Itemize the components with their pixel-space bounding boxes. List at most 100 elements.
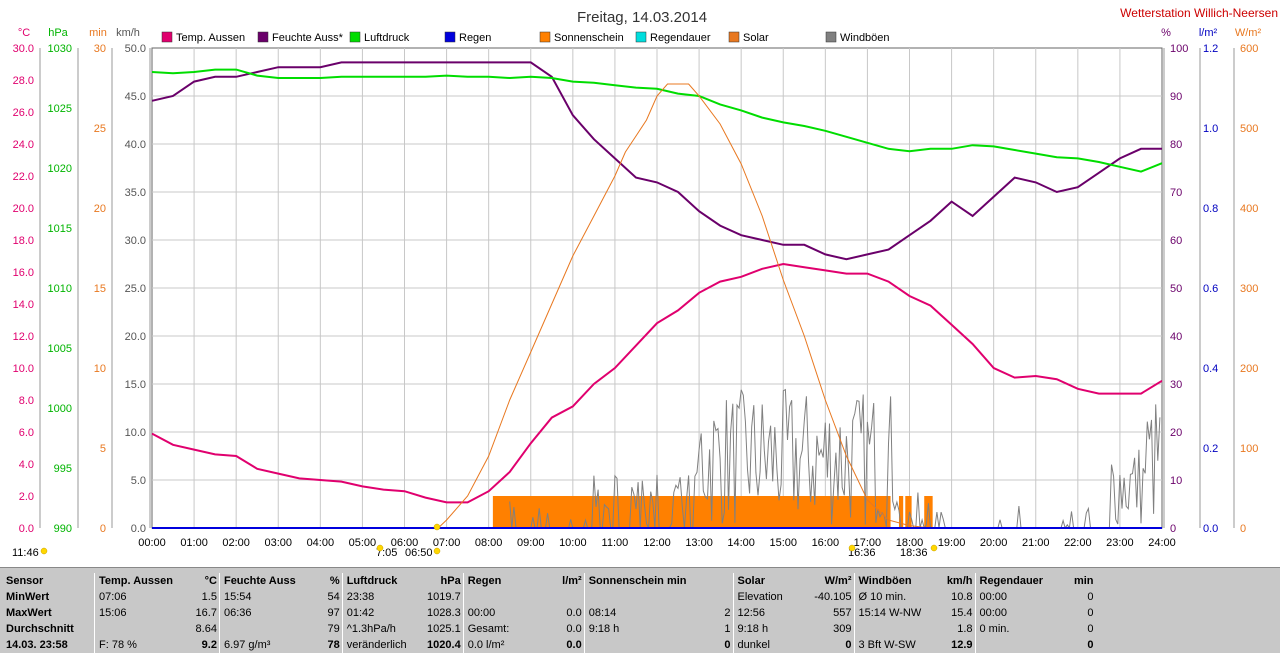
axis-tick-label: 4.0 <box>19 459 34 471</box>
axis-tick-label: 16.0 <box>13 267 34 279</box>
axis-tick-label: 10.0 <box>125 427 146 439</box>
sun-marker-icon <box>40 547 48 555</box>
time-markers: 11:46 7:05 06:50 16:36 18:36 <box>12 523 938 559</box>
stats-cell-info: Elevation <box>732 589 810 605</box>
stats-cell-value: -40.105 <box>814 591 852 603</box>
x-tick-label: 00:00 <box>138 537 166 549</box>
stats-cell-info <box>583 637 689 653</box>
stats-cell-value: 10.8 <box>951 591 973 603</box>
stats-cell-info: 0.0 l/m² <box>462 637 540 653</box>
axis-tick-label: 600 <box>1240 43 1258 55</box>
stats-cell-value: 1.8 <box>957 623 973 635</box>
time-marker: 06:50 <box>405 547 433 559</box>
axis-tick-label: 35.0 <box>125 187 146 199</box>
x-tick-label: 17:00 <box>854 537 882 549</box>
axis-tick-label: 28.0 <box>13 75 34 87</box>
stats-header-label: Luftdruck <box>341 573 419 589</box>
stats-row-label: 14.03. 23:58 <box>6 639 68 651</box>
stats-cell-info: 06:36 <box>218 605 298 621</box>
stats-cell-value: 1 <box>724 623 731 635</box>
stats-row: MaxWert 15:06 16.7 06:36 97 01:42 1028.3 00:00 0… <box>4 605 1096 621</box>
axis-unit: min <box>89 27 107 39</box>
x-tick-label: 02:00 <box>222 537 250 549</box>
axis-tick-label: 400 <box>1240 203 1258 215</box>
x-tick-label: 19:00 <box>938 537 966 549</box>
statistics-table: Sensor Temp. Aussen °C Feuchte Auss% Luftdru… <box>4 573 1096 653</box>
x-tick-label: 06:00 <box>391 537 419 549</box>
axis-tick-label: 70 <box>1170 187 1182 199</box>
x-tick-label: 10:00 <box>559 537 587 549</box>
x-tick-label: 09:00 <box>517 537 545 549</box>
stats-cell-info: 12:56 <box>732 605 810 621</box>
x-tick-label: 11:00 <box>602 537 629 549</box>
stats-cell-info: 08:14 <box>583 605 689 621</box>
stats-cell-info <box>974 637 1052 653</box>
stats-cell-value: 0.0 <box>566 623 582 635</box>
axis-tick-label: 1000 <box>48 403 72 415</box>
stats-header-label: Sonnenschein min <box>583 573 689 589</box>
axis-tick-label: 100 <box>1170 43 1188 55</box>
series-lines <box>151 61 1163 529</box>
y-axes: °C 30.0 28.0 26.0 24.0 22.0 20.0 18.0 16.0 14.0 12… <box>13 27 1262 535</box>
x-tick-label: 12:00 <box>643 537 671 549</box>
x-tick-label: 20:00 <box>980 537 1008 549</box>
axis-tick-label: 10 <box>1170 475 1182 487</box>
stats-cell-info: veränderlich <box>341 637 419 653</box>
stats-row-label: MaxWert <box>6 607 52 619</box>
stats-cell-info <box>583 589 689 605</box>
stats-cell-value <box>689 589 734 605</box>
axis-tick-label: 50 <box>1170 283 1182 295</box>
stats-cell-info: 00:00 <box>974 605 1052 621</box>
x-tick-label: 15:00 <box>769 537 797 549</box>
stats-cell-value: 0 <box>1087 639 1094 651</box>
series-line <box>151 68 1163 173</box>
stats-header-label: Sensor <box>6 575 44 587</box>
axis-tick-label: 0.4 <box>1203 363 1218 375</box>
axis-tick-label: 20.0 <box>13 203 34 215</box>
series-line <box>437 83 942 529</box>
stats-header-unit <box>689 573 734 589</box>
stats-cell-value: 78 <box>327 639 340 651</box>
stats-cell-value: 557 <box>833 607 852 619</box>
stats-cell-value: 54 <box>327 591 340 603</box>
stats-cell-info <box>853 621 931 637</box>
stats-cell-value: 1.5 <box>201 591 217 603</box>
axis-tick-label: 0.8 <box>1203 203 1218 215</box>
axis-tick-label: 5.0 <box>131 475 146 487</box>
x-tick-label: 21:00 <box>1022 537 1050 549</box>
stats-cell-info: 00:00 <box>974 589 1052 605</box>
axis-tick-label: 30.0 <box>13 43 34 55</box>
stats-header-label: Feuchte Auss <box>218 573 298 589</box>
axis-tick-label: 1010 <box>48 283 72 295</box>
x-tick-label: 03:00 <box>264 537 292 549</box>
stats-cell-info: 07:06 <box>93 589 175 605</box>
stats-cell-value: 2 <box>724 607 731 619</box>
axis-tick-label: 2.0 <box>19 491 34 503</box>
axis-unit: % <box>1161 27 1171 39</box>
legend-label: Luftdruck <box>364 32 410 44</box>
stats-cell-info: 0 min. <box>974 621 1052 637</box>
stats-cell-value: 97 <box>327 607 340 619</box>
axis-tick-label: 0.0 <box>19 523 34 535</box>
x-tick-label: 14:00 <box>727 537 755 549</box>
stats-cell-value: 79 <box>327 623 340 635</box>
axis-tick-label: 20 <box>94 203 106 215</box>
axis-tick-label: 0 <box>100 523 106 535</box>
axis-tick-label: 15 <box>94 283 106 295</box>
legend-label: Sonnenschein <box>554 32 624 44</box>
stats-row: MinWert 07:06 1.5 15:54 54 23:38 1019.7 Elevati… <box>4 589 1096 605</box>
stats-cell-info: dunkel <box>732 637 810 653</box>
stats-header-label: Solar <box>732 573 810 589</box>
axis-tick-label: 990 <box>54 523 72 535</box>
axis-tick-label: 5 <box>100 443 106 455</box>
sunshine-bar <box>492 496 891 528</box>
sun-marker-icon <box>433 523 441 531</box>
sunshine-bar <box>924 496 933 528</box>
axis-tick-label: 8.0 <box>19 395 34 407</box>
stats-header-row: Sensor Temp. Aussen °C Feuchte Auss% Luftdru… <box>4 573 1096 589</box>
stats-cell-value: 12.9 <box>951 639 973 651</box>
legend-swatch <box>444 31 456 43</box>
axis-tick-label: 40 <box>1170 331 1182 343</box>
axis-tick-label: 10.0 <box>13 363 34 375</box>
stats-header-label: Regen <box>462 573 540 589</box>
